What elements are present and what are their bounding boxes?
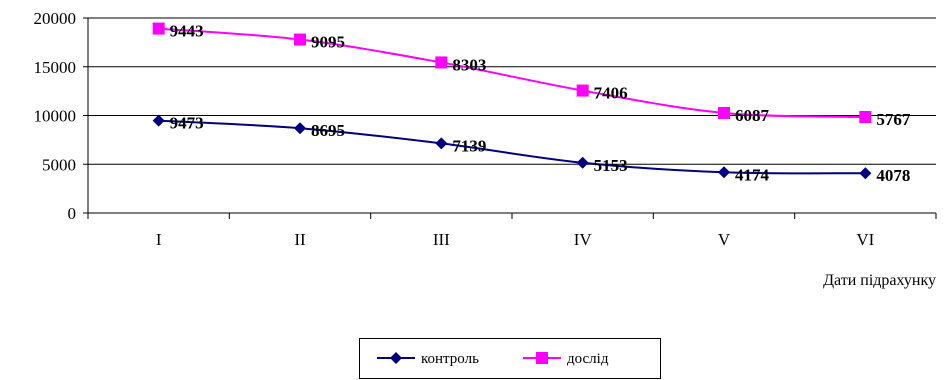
data-point xyxy=(152,114,165,127)
y-tick-label: 0 xyxy=(68,204,77,223)
legend-entry: контроль xyxy=(377,351,479,367)
data-point xyxy=(859,167,872,180)
data-point xyxy=(576,84,589,97)
data-label: 6087 xyxy=(735,106,770,125)
data-label: 9443 xyxy=(170,22,204,41)
axes xyxy=(83,17,937,219)
y-tick-label: 20000 xyxy=(34,9,77,28)
data-point xyxy=(859,111,872,124)
data-point xyxy=(294,122,306,135)
series-дослід xyxy=(152,22,872,124)
series-layer xyxy=(152,22,872,180)
series-line xyxy=(158,119,866,175)
gridlines xyxy=(88,17,936,165)
legend-label: контроль xyxy=(421,351,479,367)
y-tick-label: 10000 xyxy=(34,107,77,126)
legend: контроль дослід xyxy=(359,338,661,379)
x-tick-label: IV xyxy=(574,230,593,249)
x-axis-title: Дати підрахунку xyxy=(823,272,936,289)
data-label: 8695 xyxy=(311,121,345,140)
data-point xyxy=(294,33,306,46)
data-label: 4078 xyxy=(876,166,910,185)
legend-entry: дослід xyxy=(523,351,609,367)
legend-marker xyxy=(390,352,402,364)
data-point xyxy=(718,166,730,179)
x-tick-label: VI xyxy=(856,230,874,249)
data-label: 7406 xyxy=(594,84,628,103)
data-point xyxy=(718,106,730,119)
x-tick-label: II xyxy=(294,230,306,249)
series-line xyxy=(158,27,866,119)
legend-label: дослід xyxy=(567,351,609,367)
data-label: 7139 xyxy=(452,136,486,155)
data-point xyxy=(152,22,165,35)
data-point xyxy=(435,137,448,150)
data-point xyxy=(435,56,448,69)
x-tick-label: III xyxy=(433,230,450,249)
data-label: 5767 xyxy=(876,110,911,129)
data-labels: 9473 8695 7139 5153 4174 4078 9443 9095 8303 7406… xyxy=(170,22,911,186)
data-label: 9473 xyxy=(170,114,204,133)
data-label: 9095 xyxy=(311,33,345,52)
data-point xyxy=(576,156,589,169)
data-label: 4174 xyxy=(735,165,770,184)
data-label: 8303 xyxy=(452,55,486,74)
legend-marker xyxy=(536,352,548,364)
y-tick-label: 5000 xyxy=(42,155,76,174)
data-label: 5153 xyxy=(594,156,628,175)
x-tick-label: I xyxy=(156,230,162,249)
series-контроль xyxy=(152,114,872,180)
y-tick-label: 15000 xyxy=(34,58,77,77)
x-tick-label: V xyxy=(718,230,731,249)
